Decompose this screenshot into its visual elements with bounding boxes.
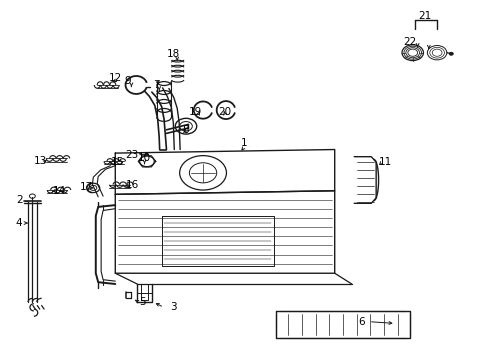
Text: 5: 5 <box>139 297 145 307</box>
Text: 7: 7 <box>153 80 160 90</box>
Text: 21: 21 <box>417 11 430 21</box>
Text: 9: 9 <box>124 76 130 86</box>
Text: 2: 2 <box>16 195 22 205</box>
Text: 1: 1 <box>241 139 247 148</box>
Text: 22: 22 <box>403 37 416 47</box>
Text: 11: 11 <box>379 157 392 167</box>
Text: 10: 10 <box>138 153 151 163</box>
Text: 15: 15 <box>111 157 124 167</box>
Text: 18: 18 <box>167 49 180 59</box>
Text: 4: 4 <box>16 218 22 228</box>
Text: 23: 23 <box>125 150 139 160</box>
Text: 8: 8 <box>183 125 189 135</box>
Text: 6: 6 <box>358 317 364 327</box>
Text: 13: 13 <box>34 156 47 166</box>
Text: 3: 3 <box>170 302 177 312</box>
Text: 16: 16 <box>125 180 139 190</box>
Text: 20: 20 <box>218 107 231 117</box>
Text: 12: 12 <box>108 73 122 83</box>
Text: 17: 17 <box>79 182 92 192</box>
Text: 14: 14 <box>53 186 66 196</box>
Text: 19: 19 <box>189 107 202 117</box>
Circle shape <box>448 52 452 55</box>
